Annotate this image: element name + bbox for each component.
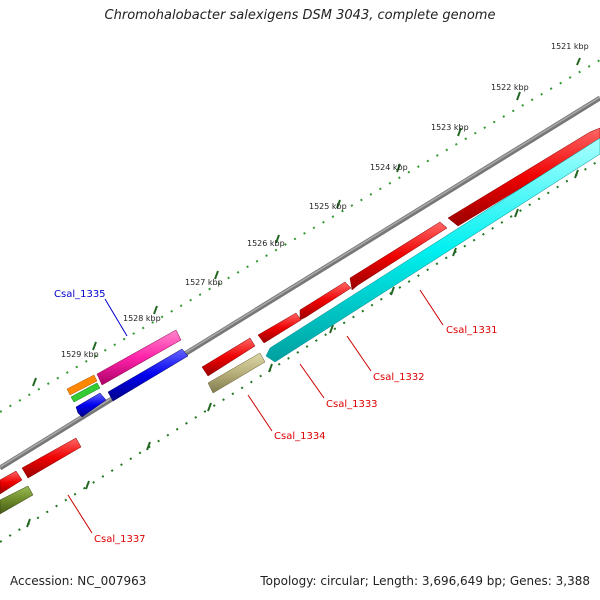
tick-label-1527: 1527 kbp: [185, 278, 223, 287]
tick-label-1523: 1523 kbp: [431, 123, 469, 132]
scale-outer-ticks: [32, 57, 581, 387]
tick-label-1529: 1529 kbp: [61, 350, 99, 359]
gene-block: [349, 221, 448, 291]
gene-label-csal-1335: Csal_1335: [54, 289, 106, 300]
scale-outer-dots: [0, 59, 600, 413]
gene-block: [70, 382, 101, 403]
scale-inner-ticks: [26, 169, 579, 528]
label-connectors: [67, 289, 444, 534]
gene-block: [75, 392, 107, 418]
gene-label-csal-1332: Csal_1332: [373, 372, 425, 383]
gene-block: [447, 127, 600, 227]
gene-block: [96, 329, 182, 386]
gene-label-csal-1334: Csal_1334: [274, 431, 326, 442]
tick-label-1521: 1521 kbp: [551, 42, 589, 51]
gene-cluster-left: [66, 329, 189, 418]
tick-label-1525: 1525 kbp: [309, 202, 347, 211]
gene-label-csal-1337: Csal_1337: [94, 534, 146, 545]
gene-block: [66, 374, 98, 396]
gene-block: [0, 470, 23, 495]
gene-block: [265, 137, 600, 363]
gene-block: [21, 437, 82, 479]
gene-block: [207, 352, 266, 394]
gene-label-csal-1333: Csal_1333: [326, 399, 378, 410]
gene-label-csal-1331: Csal_1331: [446, 325, 498, 336]
genome-summary-text: Topology: circular; Length: 3,696,649 bp…: [260, 574, 590, 588]
genome-title: Chromohalobacter salexigens DSM 3043, co…: [104, 8, 496, 23]
gene-block: [107, 348, 189, 402]
reverse-strand-genes: [0, 137, 600, 515]
tick-label-1526: 1526 kbp: [247, 239, 285, 248]
genome-backbone: [0, 95, 600, 471]
genome-backbone-highlight: [0, 96, 600, 468]
accession-text: Accession: NC_007963: [10, 574, 147, 588]
tick-label-1522: 1522 kbp: [491, 83, 529, 92]
tick-label-1528: 1528 kbp: [123, 314, 161, 323]
gene-block: [257, 312, 302, 344]
gene-block: [0, 485, 34, 515]
forward-strand-genes: [0, 127, 600, 495]
tick-label-1524: 1524 kbp: [370, 163, 408, 172]
gene-block: [201, 337, 256, 377]
